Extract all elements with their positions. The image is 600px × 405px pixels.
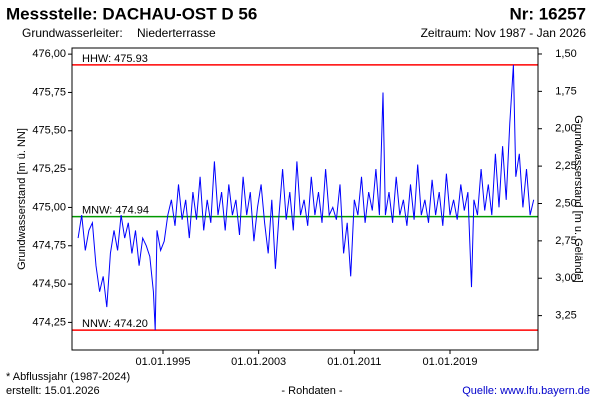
footnote: * Abflussjahr (1987-2024) [6,371,130,383]
number: Nr: 16257 [509,4,586,23]
source: Quelle: www.lfu.bayern.de [462,385,590,397]
y2-tick-label: 1,75 [555,85,576,97]
reference-label: NNW: 474.20 [82,318,148,330]
x-tick-label: 01.01.2011 [327,356,381,368]
y2-tick-label: 2,75 [555,235,576,247]
y2-tick-label: 3,25 [555,310,576,322]
y2-axis-label: Grundwasserstand [m u. Gelände] [572,115,584,283]
x-tick-label: 01.01.2019 [422,356,477,368]
y-tick-label: 474,75 [32,240,66,252]
y2-tick-label: 2,00 [555,123,576,135]
y-tick-label: 475,25 [32,163,66,175]
plot-frame [71,47,539,351]
y-axis-label: Grundwasserstand [m ü. NN] [16,128,28,270]
plot-area [72,48,538,350]
raw-data-note: - Rohdaten - [281,385,342,397]
y2-tick-label: 1,50 [555,48,576,60]
y-tick-label: 475,00 [32,201,66,213]
title: Messstelle: DACHAU-OST D 56 [6,4,257,23]
created: erstellt: 15.01.2026 [6,385,100,397]
x-tick-label: 01.01.2003 [231,356,286,368]
reference-label: MNW: 474.94 [82,205,149,217]
y2-tick-label: 3,00 [555,272,576,284]
y-tick-label: 474,25 [32,316,66,328]
period: Zeitraum: Nov 1987 - Jan 2026 [421,26,587,40]
y-tick-label: 476,00 [32,48,66,60]
aquifer-label: Grundwasserleiter: [22,26,123,40]
y2-tick-label: 2,25 [555,160,576,172]
y-tick-label: 474,50 [32,278,66,290]
x-tick-label: 01.01.1995 [135,356,190,368]
y2-tick-label: 2,50 [555,197,576,209]
aquifer: Niederterrasse [137,26,216,40]
reference-label: HHW: 475.93 [82,53,148,65]
y-tick-label: 475,75 [32,86,66,98]
y-tick-label: 475,50 [32,125,66,137]
data-line [77,64,535,331]
